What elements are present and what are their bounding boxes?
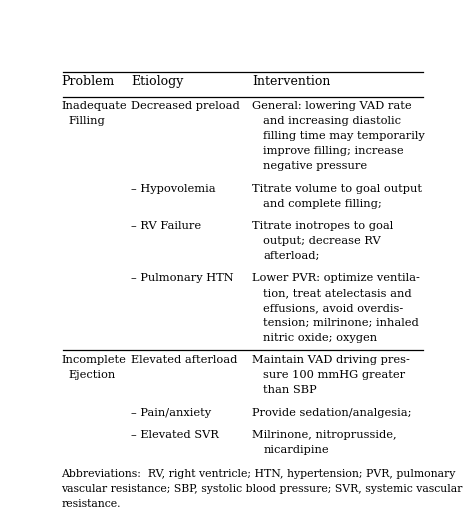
Text: Abbreviations:  RV, right ventricle; HTN, hypertension; PVR, pulmonary: Abbreviations: RV, right ventricle; HTN,…	[61, 469, 456, 480]
Text: negative pressure: negative pressure	[263, 161, 367, 171]
Text: vascular resistance; SBP, systolic blood pressure; SVR, systemic vascular: vascular resistance; SBP, systolic blood…	[61, 484, 463, 494]
Text: than SBP: than SBP	[263, 386, 317, 395]
Text: and increasing diastolic: and increasing diastolic	[263, 116, 401, 126]
Text: – Hypovolemia: – Hypovolemia	[131, 183, 216, 194]
Text: – Pulmonary HTN: – Pulmonary HTN	[131, 273, 234, 283]
Text: Inadequate: Inadequate	[61, 101, 127, 111]
Text: Decreased preload: Decreased preload	[131, 101, 240, 111]
Text: filling time may temporarily: filling time may temporarily	[263, 132, 425, 141]
Text: nitric oxide; oxygen: nitric oxide; oxygen	[263, 333, 377, 343]
Text: Filling: Filling	[68, 116, 105, 126]
Text: nicardipine: nicardipine	[263, 445, 329, 455]
Text: resistance.: resistance.	[61, 499, 120, 509]
Text: output; decrease RV: output; decrease RV	[263, 236, 381, 246]
Text: and complete filling;: and complete filling;	[263, 198, 382, 209]
Text: improve filling; increase: improve filling; increase	[263, 146, 404, 156]
Text: sure 100 mmHG greater: sure 100 mmHG greater	[263, 371, 405, 380]
Text: effusions, avoid overdis-: effusions, avoid overdis-	[263, 303, 403, 313]
Text: tension; milrinone; inhaled: tension; milrinone; inhaled	[263, 318, 419, 328]
Text: tion, treat atelectasis and: tion, treat atelectasis and	[263, 288, 412, 298]
Text: Elevated afterload: Elevated afterload	[131, 355, 237, 365]
Text: Maintain VAD driving pres-: Maintain VAD driving pres-	[252, 355, 410, 365]
Text: General: lowering VAD rate: General: lowering VAD rate	[252, 101, 412, 111]
Text: Provide sedation/analgesia;: Provide sedation/analgesia;	[252, 408, 411, 417]
Text: Incomplete: Incomplete	[61, 355, 126, 365]
Text: Milrinone, nitroprusside,: Milrinone, nitroprusside,	[252, 430, 397, 440]
Text: afterload;: afterload;	[263, 251, 319, 261]
Text: – RV Failure: – RV Failure	[131, 221, 201, 231]
Text: Titrate volume to goal output: Titrate volume to goal output	[252, 183, 422, 194]
Text: Ejection: Ejection	[68, 371, 116, 380]
Text: Etiology: Etiology	[131, 75, 183, 88]
Text: Titrate inotropes to goal: Titrate inotropes to goal	[252, 221, 393, 231]
Text: Problem: Problem	[61, 75, 114, 88]
Text: Intervention: Intervention	[252, 75, 330, 88]
Text: Lower PVR: optimize ventila-: Lower PVR: optimize ventila-	[252, 273, 420, 283]
Text: – Pain/anxiety: – Pain/anxiety	[131, 408, 211, 417]
Text: – Elevated SVR: – Elevated SVR	[131, 430, 219, 440]
